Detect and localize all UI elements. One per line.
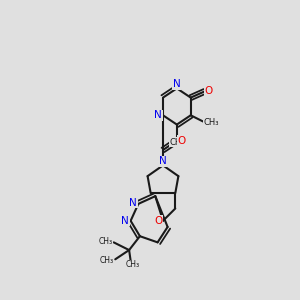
Text: N: N [173,79,181,89]
Text: CH₃: CH₃ [100,256,114,265]
Text: CH₃: CH₃ [169,138,184,147]
Text: N: N [121,216,129,226]
Text: CH₃: CH₃ [203,118,219,127]
Text: O: O [155,216,163,226]
Text: N: N [159,156,167,166]
Text: CH₃: CH₃ [126,260,140,269]
Text: O: O [205,86,213,96]
Text: N: N [154,110,162,120]
Text: CH₃: CH₃ [98,237,112,246]
Text: O: O [177,136,186,146]
Text: N: N [129,198,137,208]
